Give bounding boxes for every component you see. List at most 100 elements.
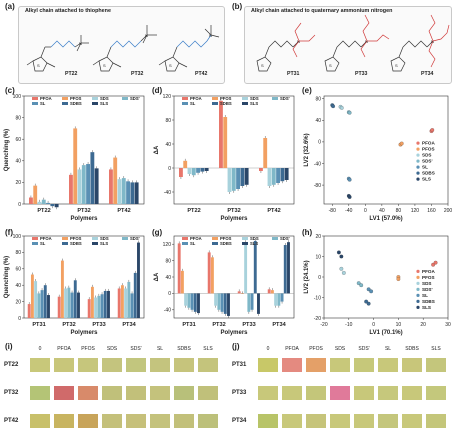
color-swatch-j-0-4 (354, 358, 374, 372)
color-swatch-j-0-5 (378, 358, 398, 372)
legend-swatch-g-1 (212, 237, 218, 240)
x-tick-label-e-1: -40 (345, 208, 352, 214)
bar-g-PT34-3 (277, 293, 281, 306)
svg-text:S: S (395, 63, 398, 68)
bar-f-PT34-6 (137, 242, 140, 318)
legend-swatch-f-4 (32, 242, 38, 245)
y-tick-label-g-0: -40 (164, 308, 171, 314)
x-tick-label-e-5: 120 (411, 208, 420, 214)
bar-d-PT32-5 (240, 168, 245, 186)
legend-label-h-1: PFOS (422, 275, 435, 280)
y-tick-label-e-1: -40 (314, 161, 321, 167)
color-swatch-j-1-1 (282, 386, 302, 400)
bar-g-PT33-6 (257, 293, 260, 314)
x-tick-label-h-4: 20 (420, 322, 426, 328)
point-e-2-1 (339, 105, 344, 110)
panel-label-c: (c) (5, 86, 15, 95)
bar-c-PT42-3 (121, 178, 126, 204)
color-swatch-i-2-0 (30, 414, 50, 428)
bar-f-PT34-4 (130, 293, 134, 318)
color-swatch-i-0-1 (54, 358, 74, 372)
legend-label-h-2: SDS (422, 281, 431, 286)
bar-f-PT31-4 (40, 290, 44, 318)
swatch-col-label-j-7: SLS (431, 346, 441, 352)
color-swatch-j-0-1 (282, 358, 302, 372)
legend-label-d-1: PFOS (220, 96, 232, 101)
color-swatch-i-0-4 (126, 358, 146, 372)
bar-c-PT22-0 (29, 197, 33, 204)
bar-c-PT42-0 (109, 169, 113, 204)
y-tick-label-e-3: 40 (315, 118, 321, 124)
legend-marker-e-4 (416, 165, 420, 169)
legend-label-g-0: PFOA (190, 236, 202, 241)
chart-g: -40 0 40 80 120 PT31 PT32 PT33 PT34 Polymers ΔA PFO… (154, 235, 295, 336)
swatch-row-label-j-0: PT31 (232, 362, 247, 368)
point-h-0-0 (431, 262, 436, 267)
bar-g-PT32-6 (227, 293, 230, 316)
panel-label-b: (b) (232, 2, 243, 11)
chart-c: 0 20 40 60 80 100 PT22 PT32 PT42 Polymers Quenchin… (4, 94, 145, 222)
panel-label-d: (d) (152, 86, 163, 95)
legend-swatch-c-0 (32, 97, 38, 100)
chart-h: -20 -10 0 10 20 30 -20 -10 0 10 20 LV1 (70.1%) LV2 (… (304, 234, 451, 336)
y-tick-label-h-0: -20 (314, 316, 321, 322)
bar-c-PT42-5 (130, 182, 135, 204)
bar-d-PT32-2 (227, 168, 232, 192)
bar-f-PT31-2 (34, 281, 38, 318)
bar-g-PT31-3 (187, 293, 191, 308)
x-tick-label-h-2: 0 (372, 322, 375, 328)
bar-g-PT33-1 (240, 293, 244, 294)
legend-marker-e-1 (416, 147, 420, 151)
x-axis-label-d: Polymers (220, 216, 248, 222)
legend-label-g-6: SLS (250, 241, 258, 246)
bar-g-PT33-0 (237, 291, 241, 294)
point-h-5-1 (366, 301, 371, 306)
y-tick-label-e-4: 80 (315, 97, 321, 103)
y-tick-label-h-3: 10 (315, 254, 321, 260)
legend-label-e-2: SDS (422, 153, 431, 158)
legend-label-c-5: SDBS (70, 101, 82, 106)
legend-label-c-1: PFOS (70, 96, 82, 101)
point-h-2-1 (341, 271, 346, 275)
legend-label-d-4: SL (190, 101, 196, 106)
bar-f-PT31-3 (37, 293, 41, 318)
legend-label-f-3: SDS' (130, 236, 140, 241)
bar-g-PT32-3 (217, 293, 221, 310)
svg-text:N: N (79, 41, 82, 46)
legend-label-f-1: PFOS (70, 236, 82, 241)
swatch-col-label-j-1: PFOA (285, 346, 299, 352)
x-tick-label-h-5: 30 (445, 322, 451, 328)
color-swatch-i-2-7 (198, 414, 218, 428)
bar-f-PT31-5 (43, 285, 47, 318)
legend-marker-e-5 (416, 171, 420, 175)
x-tick-label-f-2: PT33 (92, 322, 105, 328)
legend-label-d-6: SLS (250, 101, 258, 106)
bar-f-PT32-0 (57, 296, 61, 318)
color-swatch-j-0-0 (258, 358, 278, 372)
y-axis-label-e: LV2 (32.6%) (304, 133, 310, 166)
color-swatch-j-2-1 (282, 414, 302, 428)
y-tick-label-c-2: 40 (15, 159, 21, 165)
bar-d-PT22-2 (187, 168, 192, 174)
svg-text:N: N (297, 39, 300, 44)
bar-f-PT31-1 (30, 274, 34, 318)
panel-a-box: Alkyl chain attached to thiophene S S (18, 6, 225, 84)
legend-swatch-f-5 (62, 242, 68, 245)
svg-text:S: S (37, 63, 40, 68)
y-axis-label-h: LV2 (24.1%) (304, 260, 310, 293)
color-swatch-j-2-3 (330, 414, 350, 428)
bar-g-PT34-6 (287, 242, 290, 294)
point-h-5-0 (364, 299, 369, 304)
color-swatch-j-2-2 (306, 414, 326, 428)
plot-frame-e (323, 95, 449, 205)
x-tick-label-e-3: 40 (379, 208, 385, 214)
bar-f-PT34-1 (120, 285, 124, 318)
bar-d-PT32-1 (223, 117, 228, 168)
bar-g-PT34-1 (270, 290, 274, 294)
bar-d-PT22-5 (200, 168, 205, 172)
legend-swatch-d-2 (242, 97, 248, 100)
y-tick-label-g-2: 40 (165, 275, 171, 281)
legend-swatch-c-6 (92, 102, 98, 105)
bar-d-PT42-3 (271, 168, 276, 185)
svg-text:N: N (209, 33, 212, 38)
